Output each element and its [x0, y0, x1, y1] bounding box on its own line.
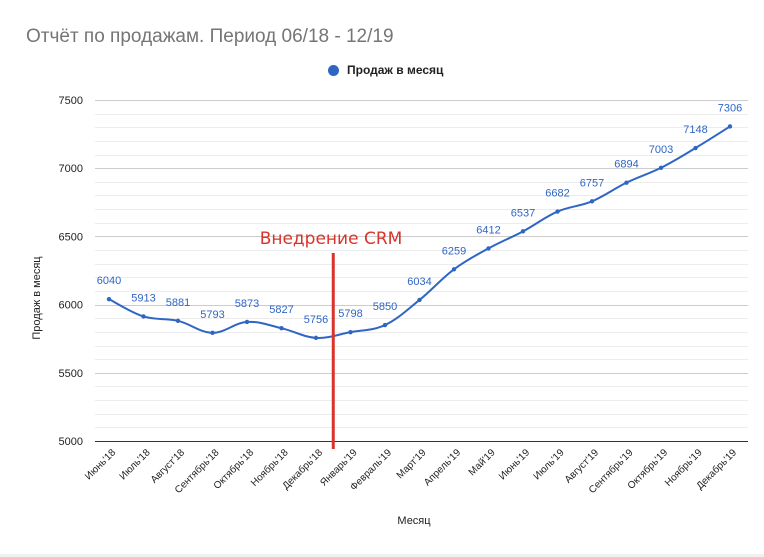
data-label: 6682 [545, 188, 569, 200]
data-point[interactable] [727, 124, 733, 129]
data-point[interactable] [417, 297, 422, 303]
data-label: 6412 [476, 224, 500, 236]
gridlines [95, 100, 748, 442]
y-tick-label: 5000 [59, 436, 83, 448]
x-tick-label: Июнь'18 [83, 447, 118, 482]
data-label: 5850 [373, 301, 397, 313]
annotation-layer: Внедрение CRM [260, 229, 403, 449]
y-axis-ticks: 5000 5500 6000 6500 7000 7500 [59, 95, 83, 448]
data-label: 5881 [166, 297, 190, 309]
crm-annotation-label: Внедрение CRM [260, 229, 403, 249]
data-point[interactable] [589, 199, 595, 204]
data-label: 6040 [97, 275, 121, 287]
y-tick-label: 7000 [59, 163, 83, 175]
x-axis-title: Месяц [397, 515, 431, 527]
x-tick-label: Март'19 [395, 447, 429, 481]
data-label: 6259 [442, 245, 466, 257]
legend-label: Продаж в месяц [347, 63, 444, 77]
data-label: 6757 [580, 177, 604, 189]
x-axis-ticks: Июнь'18 Июль'18Август'18Сентябрь'18Октябр… [83, 446, 739, 496]
data-label: 7148 [683, 124, 707, 136]
data-point[interactable] [382, 322, 388, 328]
y-tick-label: 7500 [59, 95, 83, 107]
y-tick-label: 5500 [59, 368, 83, 380]
data-label: 5827 [269, 304, 293, 316]
data-point[interactable] [555, 209, 560, 214]
data-point[interactable] [313, 335, 319, 341]
data-point[interactable] [486, 246, 491, 251]
data-label: 7306 [718, 102, 742, 114]
data-point[interactable] [520, 229, 526, 234]
data-label: 7003 [649, 144, 673, 156]
data-point[interactable] [210, 330, 215, 336]
data-label: 5793 [200, 309, 224, 321]
data-point[interactable] [451, 267, 457, 272]
data-label: 6034 [407, 276, 431, 288]
y-tick-label: 6500 [59, 231, 83, 243]
data-label: 6537 [511, 207, 535, 219]
bottom-divider [0, 554, 764, 557]
legend-marker-icon [328, 64, 339, 76]
x-tick-label: Апрель'19 [422, 447, 463, 488]
chart-title: Отчёт по продажам. Период 06/18 - 12/19 [26, 26, 394, 47]
data-label: 5756 [304, 314, 328, 326]
data-point[interactable] [244, 319, 250, 325]
data-label: 5873 [235, 298, 259, 310]
y-tick-label: 6000 [59, 300, 83, 312]
data-point[interactable] [141, 314, 146, 319]
x-tick-label: Июль'19 [532, 447, 567, 482]
data-label: 5798 [338, 308, 362, 320]
data-point[interactable] [175, 318, 181, 324]
data-point[interactable] [693, 145, 698, 151]
data-point[interactable] [658, 165, 664, 170]
data-label: 6894 [614, 159, 638, 171]
x-tick-label: Май'19 [467, 447, 498, 478]
legend[interactable]: Продаж в месяц [328, 62, 443, 78]
data-point[interactable] [279, 325, 284, 331]
data-point[interactable] [348, 329, 353, 335]
data-point[interactable] [624, 180, 629, 185]
data-label: 5913 [131, 292, 155, 304]
y-axis-title: Продаж в месяц [31, 256, 43, 340]
x-tick-label: Июль'18 [118, 447, 153, 482]
x-tick-label: Июнь'19 [497, 447, 532, 482]
data-point[interactable] [106, 296, 112, 302]
series-layer: 6040 5913 5881 5793 5873 5827 5756 5798 5850 6034… [97, 102, 742, 341]
